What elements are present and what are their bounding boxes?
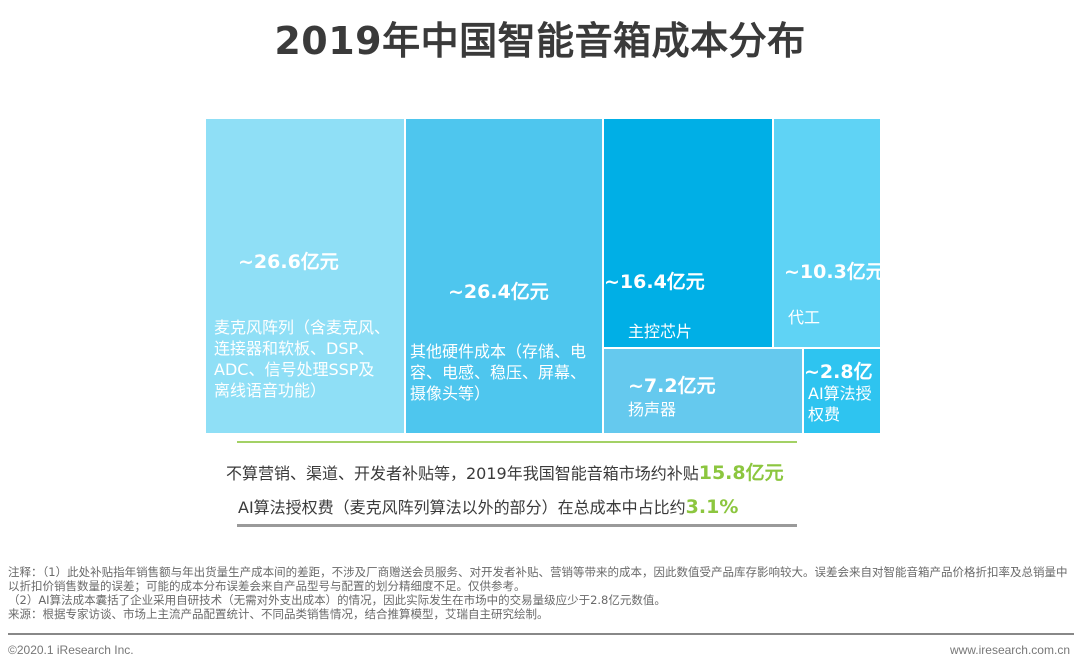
treemap-tile-oem: ~10.3亿元代工 [774, 119, 880, 347]
summary-line-2: AI算法授权费（麦克风阵列算法以外的部分）在总成本中占比约3.1% [238, 494, 738, 518]
tile-category-label: 麦克风阵列（含麦克风、连接器和软板、DSP、ADC、信号处理SSP及离线语音功能… [214, 318, 391, 400]
summary-line-1: 不算营销、渠道、开发者补贴等，2019年我国智能音箱市场约补贴15.8亿元 [226, 458, 784, 485]
treemap: ~26.6亿元麦克风阵列（含麦克风、连接器和软板、DSP、ADC、信号处理SSP… [206, 119, 880, 433]
tile-category-label: 扬声器 [628, 400, 677, 419]
treemap-tile-mic-array: ~26.6亿元麦克风阵列（含麦克风、连接器和软板、DSP、ADC、信号处理SSP… [206, 119, 404, 433]
copyright: ©2020.1 iResearch Inc. [8, 643, 134, 657]
tile-category-label: 代工 [788, 308, 821, 327]
chart-title: 2019年中国智能音箱成本分布 [274, 19, 806, 63]
note-2: （2）AI算法成本囊括了企业采用自研技术（无需对外支出成本）的情况，因此实际发生… [8, 593, 666, 607]
summary-text-1: 不算营销、渠道、开发者补贴等，2019年我国智能音箱市场约补贴 [226, 464, 699, 483]
summary-text-2: AI算法授权费（麦克风阵列算法以外的部分）在总成本中占比约 [238, 498, 686, 517]
tile-value-label: ~16.4亿元 [604, 271, 705, 293]
footer-divider [8, 633, 1074, 635]
notes: 注释：（1）此处补贴指年销售额与年出货量生产成本间的差距，不涉及厂商赠送会员服务… [8, 565, 1074, 621]
source-note: 来源：根据专家访谈、市场上主流产品配置统计、不同品类销售情况，结合推算模型，艾瑞… [8, 607, 549, 621]
tile-value-label: ~26.6亿元 [238, 251, 339, 273]
tile-value-label: ~7.2亿元 [628, 375, 716, 397]
summary-highlight-1: 15.8亿元 [698, 462, 784, 484]
note-1: 注释：（1）此处补贴指年销售额与年出货量生产成本间的差距，不涉及厂商赠送会员服务… [8, 565, 1068, 593]
tile-category-label: 其他硬件成本（存储、电容、电感、稳压、屏幕、摄像头等） [410, 342, 587, 403]
treemap-tile-speaker: ~7.2亿元 扬声器 [604, 349, 802, 433]
tile-category-label: 主控芯片 [628, 322, 693, 341]
treemap-tile-other-hardware: ~26.4亿元其他硬件成本（存储、电容、电感、稳压、屏幕、摄像头等） [406, 119, 602, 433]
summary-highlight-2: 3.1% [685, 496, 739, 518]
tile-value-label: ~10.3亿元 [784, 261, 880, 283]
treemap-tile-ai-license: ~2.8亿 AI算法授权费 [804, 349, 880, 433]
summary-divider-bottom [237, 524, 797, 527]
tile-value-label: ~26.4亿元 [448, 281, 549, 303]
summary-divider-top [237, 441, 797, 443]
treemap-tile-main-chip: ~16.4亿元主控芯片 [604, 119, 772, 347]
tile-category-label: AI算法授权费 [808, 384, 872, 424]
tile-value-label: ~2.8亿 [804, 361, 873, 383]
website-link[interactable]: www.iresearch.com.cn [949, 643, 1070, 657]
